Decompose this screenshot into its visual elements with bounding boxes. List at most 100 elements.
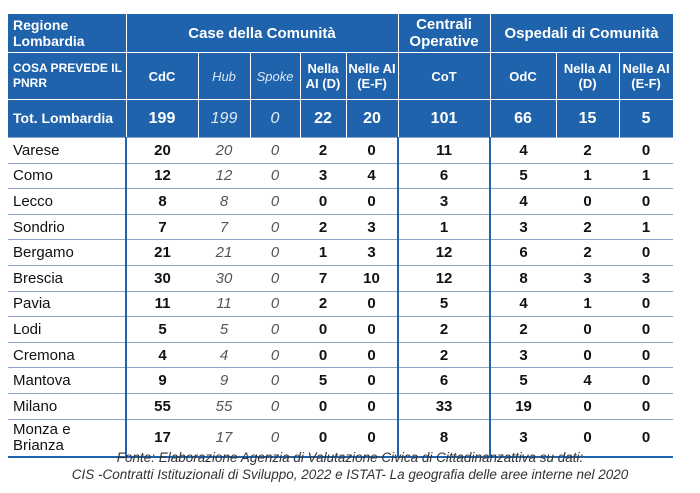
cell-osp-ai-ef: 0 [619, 137, 674, 164]
col-osp-ai-ef: Nelle AI (E-F) [619, 52, 674, 100]
cell-osp-ai-ef: 0 [619, 418, 674, 458]
cell-cdc: 9 [126, 367, 198, 394]
cell-cdc: 17 [126, 418, 198, 458]
cell-odc: 5 [490, 162, 557, 189]
cell-hub: 17 [198, 418, 250, 458]
cell-osp-ai-ef: 0 [619, 392, 674, 420]
pnrr-lombardia-table: Regione Lombardia Case della Comunità Ce… [8, 14, 674, 458]
cell-odc: 2 [490, 316, 557, 343]
cell-spoke: 0 [250, 367, 300, 394]
cell-cdc: 8 [126, 188, 198, 215]
province-name: Como [8, 162, 127, 189]
cell-case-ai-d: 2 [300, 137, 346, 164]
source-note-line-2: CIS -Contratti Istituzionali di Sviluppo… [71, 467, 629, 482]
cell-case-ai-ef: 3 [346, 213, 400, 240]
cell-hub: 9 [198, 367, 250, 394]
cell-osp-ai-ef: 0 [619, 290, 674, 317]
province-name: Monza e Brianza [8, 418, 127, 458]
cell-cot: 2 [398, 341, 492, 368]
province-name: Lodi [8, 316, 127, 343]
total-label: Tot. Lombardia [8, 99, 127, 138]
cell-osp-ai-d: 0 [556, 316, 620, 343]
cell-osp-ai-ef: 0 [619, 188, 674, 215]
cell-osp-ai-d: 2 [556, 239, 620, 266]
cell-spoke: 0 [250, 162, 300, 189]
cell-spoke: 0 [250, 264, 300, 292]
cell-cot: 6 [398, 367, 492, 394]
province-name: Lecco [8, 188, 127, 215]
table-row: Milano 55 55 0 0 0 33 19 0 0 [8, 392, 674, 420]
cell-case-ai-ef: 0 [346, 341, 400, 368]
cell-odc: 6 [490, 239, 557, 266]
cell-osp-ai-d: 1 [556, 162, 620, 189]
cell-hub: 30 [198, 264, 250, 292]
source-note-line-1: Fonte: Elaborazione Agenzia di Valutazio… [116, 450, 584, 465]
total-osp-ai-d: 15 [556, 99, 620, 138]
cell-osp-ai-d: 4 [556, 367, 620, 394]
total-cdc: 199 [126, 99, 199, 138]
cell-osp-ai-ef: 0 [619, 239, 674, 266]
cell-cot: 1 [398, 213, 492, 240]
cell-cdc: 11 [126, 290, 198, 317]
province-name: Mantova [8, 367, 127, 394]
case-comunita-group-header: Case della Comunità [126, 14, 399, 53]
cell-osp-ai-ef: 1 [619, 162, 674, 189]
cell-osp-ai-d: 0 [556, 188, 620, 215]
cell-osp-ai-d: 0 [556, 418, 620, 458]
cell-case-ai-ef: 0 [346, 188, 400, 215]
province-name: Cremona [8, 341, 127, 368]
table-row: Como 12 12 0 3 4 6 5 1 1 [8, 162, 674, 189]
cell-cdc: 21 [126, 239, 198, 266]
total-hub: 199 [198, 99, 251, 138]
cell-odc: 4 [490, 188, 557, 215]
cell-osp-ai-ef: 0 [619, 316, 674, 343]
cell-osp-ai-d: 2 [556, 137, 620, 164]
cell-odc: 3 [490, 213, 557, 240]
cell-spoke: 0 [250, 392, 300, 420]
province-name: Milano [8, 392, 127, 420]
cell-case-ai-d: 0 [300, 392, 346, 420]
cell-case-ai-d: 5 [300, 367, 346, 394]
table-row: Pavia 11 11 0 2 0 5 4 1 0 [8, 290, 674, 317]
cell-osp-ai-d: 0 [556, 341, 620, 368]
cell-odc: 4 [490, 137, 557, 164]
cell-cot: 2 [398, 316, 492, 343]
col-osp-ai-d: Nella AI (D) [556, 52, 620, 100]
cell-case-ai-d: 0 [300, 316, 346, 343]
ospedali-comunita-group-header: Ospedali di Comunità [490, 14, 674, 53]
total-odc: 66 [490, 99, 557, 138]
col-cot: CoT [398, 52, 491, 100]
table-row: Brescia 30 30 0 7 10 12 8 3 3 [8, 264, 674, 292]
table-row: Lodi 5 5 0 0 0 2 2 0 0 [8, 316, 674, 343]
cell-case-ai-d: 0 [300, 341, 346, 368]
table-row: Bergamo 21 21 0 1 3 12 6 2 0 [8, 239, 674, 266]
cell-case-ai-ef: 4 [346, 162, 400, 189]
table-row: Lecco 8 8 0 0 0 3 4 0 0 [8, 188, 674, 215]
cell-cdc: 7 [126, 213, 198, 240]
table-row: Varese 20 20 0 2 0 11 4 2 0 [8, 137, 674, 164]
cell-spoke: 0 [250, 213, 300, 240]
total-spoke: 0 [250, 99, 301, 138]
cell-case-ai-ef: 0 [346, 137, 400, 164]
col-case-ai-d: Nella AI (D) [300, 52, 347, 100]
total-row: Tot. Lombardia 199 199 0 22 20 101 66 15… [8, 99, 674, 138]
cell-odc: 4 [490, 290, 557, 317]
province-name: Brescia [8, 264, 127, 292]
cell-spoke: 0 [250, 418, 300, 458]
cell-hub: 5 [198, 316, 250, 343]
col-odc: OdC [490, 52, 557, 100]
cell-spoke: 0 [250, 316, 300, 343]
col-cdc: CdC [126, 52, 199, 100]
cell-cdc: 20 [126, 137, 198, 164]
col-hub: Hub [198, 52, 251, 100]
cell-cot: 12 [398, 239, 492, 266]
cell-hub: 4 [198, 341, 250, 368]
table-row: Sondrio 7 7 0 2 3 1 3 2 1 [8, 213, 674, 240]
pnrr-label: COSA PREVEDE IL PNRR [8, 52, 127, 100]
col-spoke: Spoke [250, 52, 301, 100]
province-name: Pavia [8, 290, 127, 317]
cell-odc: 19 [490, 392, 557, 420]
cell-odc: 5 [490, 367, 557, 394]
centrali-operative-group-header: Centrali Operative [398, 14, 491, 53]
cell-hub: 55 [198, 392, 250, 420]
